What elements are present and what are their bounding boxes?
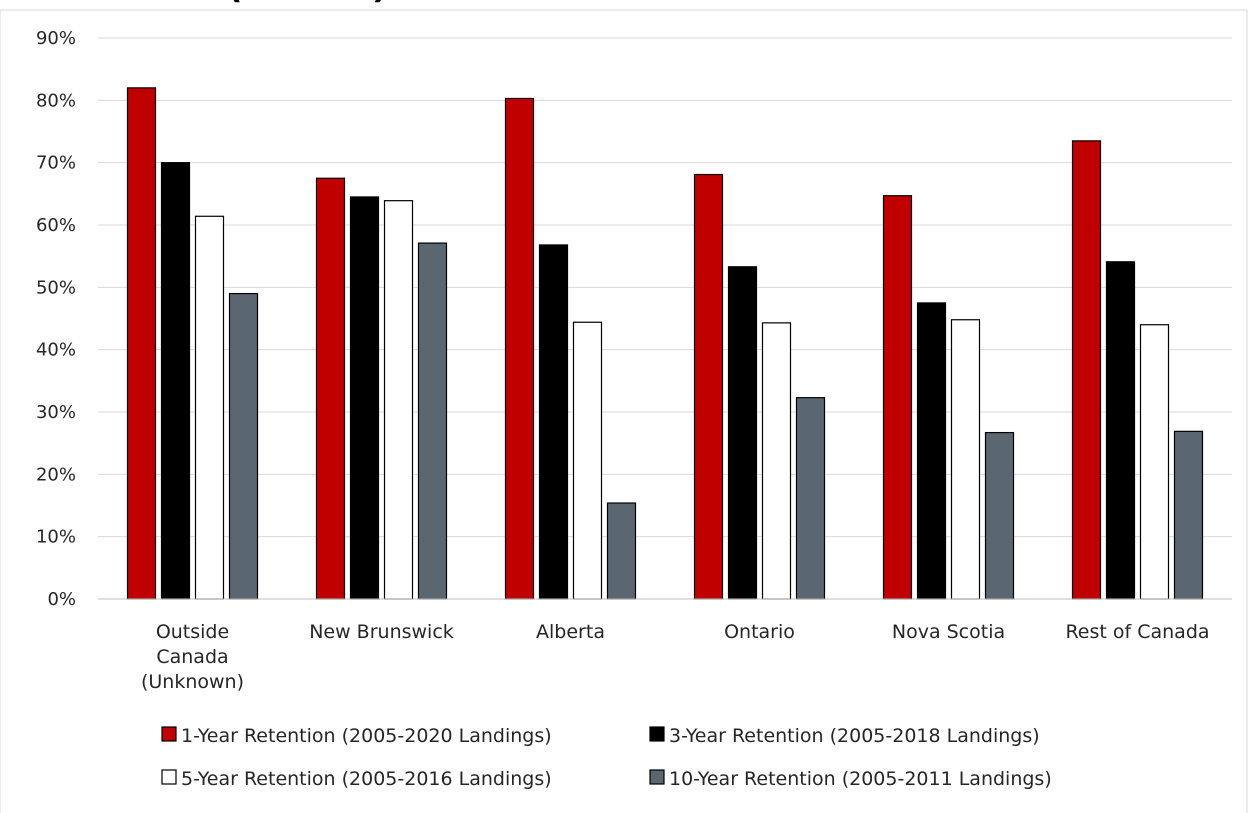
y-tick-label: 20% — [36, 464, 76, 485]
bar-2-cat-1 — [160, 162, 191, 600]
y-tick-label: 40% — [36, 340, 76, 361]
x-category-label: Ontario — [724, 621, 795, 643]
bar-2-cat-4 — [727, 266, 758, 600]
y-tick-label: 70% — [36, 153, 76, 174]
bar-2-cat-6 — [1105, 261, 1136, 600]
legend-swatch — [161, 769, 177, 785]
bar-3-cat-6 — [1139, 324, 1170, 600]
y-axis-ticks: 0% 10% 20% 30% 40% 50% 60% 70% 80% 90% — [36, 28, 76, 610]
bar-1-cat-2 — [315, 177, 346, 600]
bar-1-cat-4 — [693, 173, 724, 600]
legend-swatch — [161, 726, 177, 742]
legend-swatch — [649, 726, 665, 742]
x-category-label: Rest of Canada — [1065, 621, 1209, 643]
bar-1-cat-3 — [504, 97, 535, 600]
y-tick-label: 60% — [36, 215, 76, 236]
x-category-label-line: Rest of Canada — [1065, 621, 1209, 643]
title-open-paren: ( — [227, 0, 243, 7]
bar-4-cat-2 — [417, 242, 448, 600]
gridlines — [98, 37, 1232, 538]
bar-3-cat-5 — [950, 319, 981, 600]
y-tick-label: 50% — [36, 277, 76, 298]
bar-1-cat-5 — [882, 195, 913, 600]
x-category-label-line: Ontario — [724, 621, 795, 643]
legend-label: 1-Year Retention (2005-2020 Landings) — [181, 725, 552, 747]
x-category-label-line: Outside — [156, 621, 229, 643]
bar-3-cat-1 — [194, 215, 225, 600]
y-tick-label: 80% — [36, 90, 76, 111]
x-axis-categories: Outside Canada (Unknown) New Brunswick Alber… — [141, 621, 1210, 693]
y-tick-label: 10% — [36, 527, 76, 548]
bar-1-cat-1 — [126, 87, 157, 600]
y-tick-label: 30% — [36, 402, 76, 423]
bar-1-cat-6 — [1071, 140, 1102, 600]
x-category-label: Alberta — [536, 621, 605, 643]
bar-4-cat-6 — [1173, 430, 1204, 600]
bar-3-cat-3 — [572, 321, 603, 600]
y-tick-label: 0% — [47, 589, 76, 610]
legend-label: 3-Year Retention (2005-2018 Landings) — [669, 725, 1040, 747]
x-category-label-line: Alberta — [536, 621, 605, 643]
title-close-paren: ) — [372, 0, 388, 7]
bar-4-cat-3 — [606, 502, 637, 600]
bar-2-cat-3 — [538, 244, 569, 600]
chart-title-fragment: ( ) — [227, 0, 388, 7]
legend: 1-Year Retention (2005-2020 Landings) 3-Y… — [161, 725, 1052, 790]
legend-label: 10-Year Retention (2005-2011 Landings) — [669, 768, 1052, 790]
x-category-label-line: (Unknown) — [141, 671, 244, 693]
legend-label: 5-Year Retention (2005-2016 Landings) — [181, 768, 552, 790]
x-category-label: Outside Canada (Unknown) — [141, 621, 244, 693]
x-category-label-line: New Brunswick — [309, 621, 454, 643]
bar-4-cat-5 — [984, 431, 1015, 600]
bar-3-cat-2 — [383, 200, 414, 600]
bar-2-cat-2 — [349, 196, 380, 600]
bar-3-cat-4 — [761, 322, 792, 600]
x-category-label-line: Nova Scotia — [892, 621, 1005, 643]
y-tick-label: 90% — [36, 28, 76, 49]
bars — [126, 87, 1204, 600]
x-category-label: Nova Scotia — [892, 621, 1005, 643]
legend-swatch — [649, 769, 665, 785]
bar-4-cat-4 — [795, 397, 826, 600]
bar-2-cat-5 — [916, 302, 947, 600]
x-category-label: New Brunswick — [309, 621, 454, 643]
bar-4-cat-1 — [228, 292, 259, 600]
x-category-label-line: Canada — [156, 646, 228, 668]
